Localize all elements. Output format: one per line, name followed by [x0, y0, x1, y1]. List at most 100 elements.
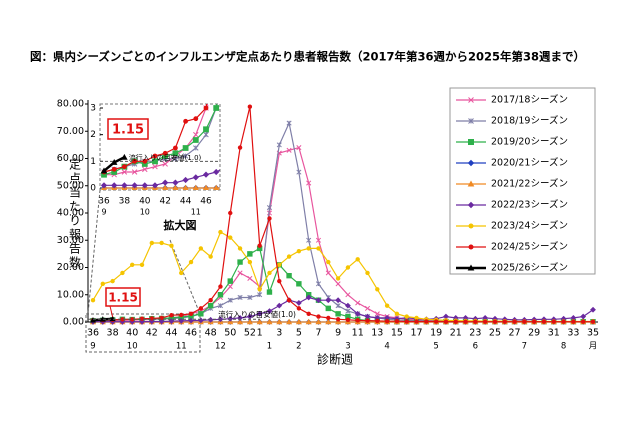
point: [276, 302, 283, 309]
series-line: [103, 104, 208, 173]
point: [266, 289, 273, 295]
inset-y-tick-label: 2: [90, 130, 96, 140]
point: [315, 297, 322, 304]
point: [433, 319, 439, 324]
point: [502, 319, 507, 324]
point: [622, 183, 627, 188]
point: [141, 182, 148, 189]
point: [266, 308, 273, 315]
point: [428, 170, 433, 175]
month-label: 7: [522, 342, 527, 352]
point: [286, 254, 292, 259]
point: [374, 311, 380, 317]
point: [418, 154, 423, 159]
x-tick-label: 50: [224, 328, 236, 339]
point: [110, 158, 118, 165]
point: [367, 164, 372, 169]
point: [247, 251, 253, 257]
point: [208, 298, 213, 303]
point: [601, 186, 606, 190]
point: [387, 186, 392, 191]
point: [202, 184, 210, 190]
inset-y-tick-label: 1: [90, 157, 96, 167]
month-label: 1: [267, 342, 272, 352]
point: [179, 312, 184, 318]
point: [305, 294, 312, 301]
point: [375, 318, 380, 324]
legend-marker: [468, 139, 474, 145]
point: [121, 169, 128, 175]
inset-x-tick-label: 36: [98, 197, 110, 207]
point: [346, 186, 351, 191]
point: [152, 163, 158, 170]
point: [414, 319, 419, 324]
point: [296, 281, 302, 287]
point: [428, 146, 433, 151]
point: [394, 318, 400, 324]
plot-area: 0.00 10.00 20.00 30.00 40.00 50.00 60.00 70.00 8…: [57, 99, 599, 352]
point: [377, 170, 382, 175]
point: [438, 146, 443, 151]
point: [357, 159, 362, 164]
point: [522, 319, 527, 324]
point: [612, 183, 617, 188]
point: [428, 183, 433, 188]
point: [257, 292, 263, 298]
legend-label: 2021/22シーズン: [491, 178, 568, 190]
point: [367, 186, 372, 190]
point: [182, 145, 189, 151]
month-label: 10: [127, 342, 138, 352]
point: [296, 306, 302, 311]
point: [397, 186, 402, 191]
series-line: [104, 104, 209, 176]
point: [438, 154, 443, 159]
month-label: 12: [215, 342, 226, 352]
point: [357, 26, 362, 31]
point: [120, 317, 125, 322]
point: [367, 186, 372, 191]
point: [247, 275, 253, 281]
x-tick-label: 11: [352, 328, 364, 339]
point: [387, 172, 392, 177]
point: [217, 292, 224, 298]
legend-marker: [468, 97, 474, 103]
point: [265, 186, 270, 190]
point: [286, 120, 292, 126]
callout-label: 1.15: [108, 291, 138, 305]
point: [418, 186, 423, 191]
inset-x-tick-label: 40: [139, 197, 151, 207]
point: [438, 180, 443, 185]
point: [306, 180, 312, 186]
point: [129, 318, 136, 325]
legend-label: 2023/24シーズン: [491, 220, 568, 232]
point: [622, 183, 627, 188]
point: [188, 259, 194, 265]
point: [404, 314, 409, 319]
inset-threshold-label: 流行入りの目安値(1.0): [129, 153, 202, 162]
point: [305, 318, 312, 325]
point: [326, 315, 331, 321]
point: [428, 132, 433, 137]
point: [188, 311, 194, 317]
legend-label: 2018/19シーズン: [491, 115, 568, 127]
inset-x-tick-label: 38: [119, 197, 131, 207]
point: [139, 316, 145, 321]
point: [408, 159, 413, 164]
point: [622, 183, 627, 188]
point: [192, 184, 199, 190]
point: [397, 175, 402, 180]
x-tick-label: 19: [430, 328, 442, 339]
x-tick-label: 1: [257, 328, 263, 339]
point: [346, 146, 351, 151]
point: [286, 318, 293, 325]
point: [438, 172, 443, 177]
point: [355, 257, 360, 262]
point: [418, 178, 423, 183]
legend-marker: [468, 118, 474, 124]
point: [203, 131, 209, 138]
x-tick-label: 52: [244, 328, 256, 339]
point: [375, 287, 380, 292]
point: [306, 246, 311, 251]
point: [286, 147, 292, 153]
point: [443, 319, 449, 324]
